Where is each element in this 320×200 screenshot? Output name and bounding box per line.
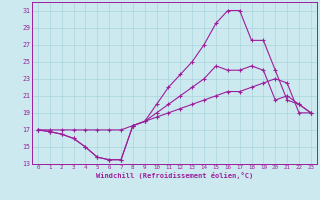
X-axis label: Windchill (Refroidissement éolien,°C): Windchill (Refroidissement éolien,°C) xyxy=(96,172,253,179)
